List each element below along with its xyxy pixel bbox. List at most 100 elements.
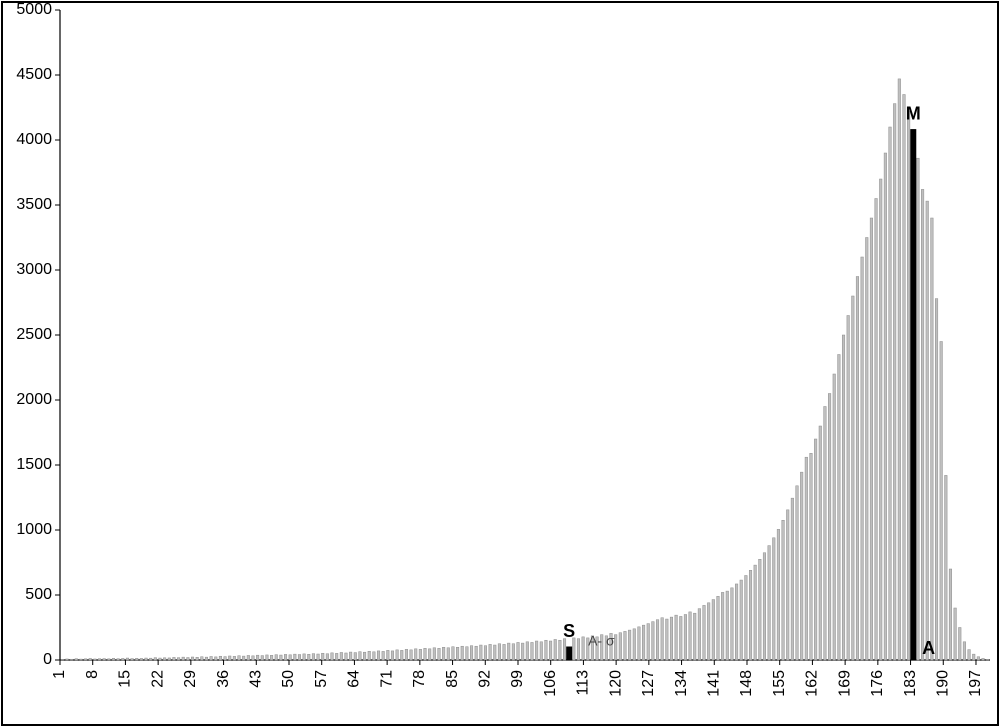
bar: [703, 605, 706, 660]
bar: [326, 654, 329, 660]
bar: [879, 179, 882, 660]
bar: [763, 553, 766, 660]
bar: [266, 655, 269, 660]
xtick-label: 50: [280, 670, 297, 688]
bar: [898, 79, 901, 660]
bar: [70, 659, 73, 660]
bar: [410, 650, 413, 660]
xtick-label: 29: [182, 670, 199, 688]
bar: [224, 657, 227, 660]
xtick-label-group: 190: [934, 670, 951, 697]
bar: [438, 648, 441, 660]
bar: [540, 642, 543, 660]
bar: [359, 652, 362, 660]
ytick-label: 4000: [16, 131, 52, 148]
bar: [833, 374, 836, 660]
xtick-label: 162: [804, 670, 821, 697]
bar: [535, 641, 538, 660]
xtick-label: 169: [836, 670, 853, 697]
xtick-label: 78: [411, 670, 428, 688]
xtick-label: 141: [705, 670, 722, 697]
bar: [442, 647, 445, 660]
xtick-label-group: 176: [869, 670, 886, 697]
bar: [205, 657, 208, 660]
bar: [247, 655, 250, 660]
xtick-label-group: 183: [902, 670, 919, 697]
bar: [489, 644, 492, 660]
bar: [447, 648, 450, 660]
bar: [219, 656, 222, 660]
bar: [554, 639, 557, 660]
bar: [935, 299, 938, 660]
annotation-label: M: [906, 104, 921, 124]
bar: [480, 645, 483, 660]
xtick-label-group: 162: [804, 670, 821, 697]
bar: [796, 486, 799, 660]
xtick-label: 85: [444, 670, 461, 688]
bar: [470, 646, 473, 660]
xtick-label-group: 78: [411, 670, 428, 688]
bar: [800, 472, 803, 660]
xtick-label-group: 99: [509, 670, 526, 688]
bar: [633, 629, 636, 660]
bar: [191, 657, 194, 660]
bar: [261, 656, 264, 660]
bar: [363, 652, 366, 660]
bar: [573, 638, 576, 660]
xtick-label: 127: [640, 670, 657, 697]
bar: [875, 199, 878, 661]
bar: [507, 643, 510, 660]
xtick-label-group: 92: [476, 670, 493, 688]
bar: [986, 659, 989, 660]
xtick-label-group: 127: [640, 670, 657, 697]
bar: [861, 257, 864, 660]
xtick-label-group: 64: [346, 670, 363, 688]
bar: [424, 648, 427, 660]
bar: [931, 218, 934, 660]
bar: [805, 457, 808, 660]
bar: [772, 538, 775, 660]
bar: [549, 641, 552, 660]
xtick-label: 134: [673, 670, 690, 697]
bar: [647, 624, 650, 660]
xtick-label-group: 15: [117, 670, 134, 688]
xtick-label: 120: [607, 670, 624, 697]
ytick-label: 1500: [16, 456, 52, 473]
bar: [638, 627, 641, 660]
bar: [298, 655, 301, 660]
bar: [414, 649, 417, 660]
bar: [749, 570, 752, 660]
bar: [228, 656, 231, 660]
bar: [903, 95, 906, 661]
bar: [214, 657, 217, 660]
bar: [940, 342, 943, 661]
bar: [856, 277, 859, 661]
xtick-label: 22: [149, 670, 166, 688]
bar: [963, 642, 966, 660]
bar: [280, 655, 283, 660]
bar: [182, 657, 185, 660]
xtick-label-group: 197: [967, 670, 984, 697]
annotation-label: A: [922, 638, 935, 658]
xtick-label: 43: [248, 670, 265, 688]
bar: [396, 650, 399, 660]
xtick-label-group: 57: [313, 670, 330, 688]
bar: [865, 238, 868, 661]
bar: [475, 646, 478, 660]
bar: [233, 656, 236, 660]
xtick-label: 190: [934, 670, 951, 697]
bar: [577, 639, 580, 660]
bar: [303, 654, 306, 660]
bar: [545, 640, 548, 660]
bar: [177, 658, 180, 660]
bar: [628, 630, 631, 660]
bar: [493, 645, 496, 660]
bar: [75, 659, 78, 660]
bar: [972, 654, 975, 660]
bar: [373, 652, 376, 660]
bar: [921, 189, 924, 660]
xtick-label: 71: [378, 670, 395, 688]
xtick-label: 92: [476, 670, 493, 688]
bar: [368, 651, 371, 660]
bar: [582, 637, 585, 660]
